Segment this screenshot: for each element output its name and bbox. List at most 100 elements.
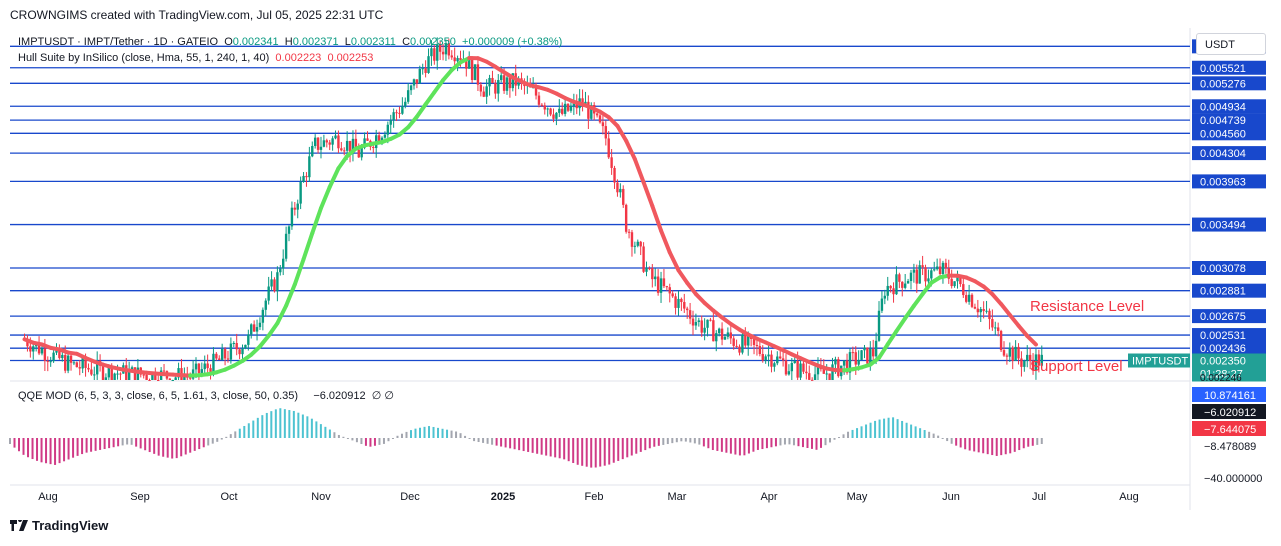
hull-value-1: 0.002223 [275,52,322,64]
qqe-bar [301,414,304,438]
hull-legend: Hull Suite by InSilico (close, Hma, 55, … [18,52,373,64]
candle-body [976,308,980,313]
candle-body [604,126,608,139]
price-level-label: 0.003078 [1200,263,1246,275]
candle-body [282,258,285,269]
hull-segment [1007,312,1021,328]
qqe-bar [653,438,656,447]
candle-body [927,278,930,282]
candle-body [348,140,352,154]
candle-body [810,379,814,381]
qqe-bar [896,419,899,438]
candle-body [712,320,715,342]
candle-body [903,283,907,288]
qqe-bar [572,438,575,463]
hull-segment [301,231,315,262]
candle-body [316,137,320,150]
qqe-bar [820,438,823,448]
qqe-bar [279,408,282,438]
candle-body [543,105,546,110]
price-level-tag [1192,174,1266,189]
qqe-bar [455,431,458,438]
candle-body [87,367,90,370]
candle-body [1023,360,1026,367]
qqe-bar [684,438,687,442]
hull-segment [310,206,323,236]
candle-body [305,175,308,178]
candle-body [1011,347,1014,361]
price-level-tag [1192,309,1266,324]
candle-body [1005,355,1009,357]
candle-body [168,378,172,380]
candle-body [613,167,616,183]
qqe-bar [671,438,674,444]
candle-body [255,327,259,332]
candle-body [223,348,227,359]
candle-body [244,344,247,349]
candle-body [258,322,262,328]
candle-body [264,300,267,310]
candle-body [892,288,895,295]
candle-body [776,356,779,364]
candle-body [781,358,785,361]
low-value: 0.002311 [350,36,396,48]
candle-body [619,188,622,193]
qqe-bar [90,438,93,452]
qqe-bar [630,438,633,456]
qqe-bar [716,438,719,451]
candle-body [93,374,96,376]
qqe-bar [220,438,223,440]
qqe-bar [112,438,115,448]
qqe-bar [500,438,503,447]
candle-body [778,356,782,359]
tradingview-logo[interactable]: TradingView [10,518,108,533]
qqe-bar [216,438,219,442]
candle-body [834,359,837,365]
qqe-bar [1022,438,1025,449]
qqe-axis-label: −6.020912 [1204,407,1256,419]
qqe-bar [288,410,291,438]
candle-body [683,302,686,309]
qqe-bar [725,438,728,453]
qqe-bar [337,434,340,438]
candle-body [549,108,552,115]
candle-body [81,358,84,369]
tradingview-wordmark: TradingView [32,518,109,533]
symbol-line: IMPTUSDT · IMPT/Tether · 1D · GATEIO [18,36,219,48]
qqe-bar [901,420,904,438]
qqe-bar [779,438,782,446]
candle-body [735,345,738,347]
candle-body [247,334,250,345]
candle-body [938,266,942,275]
qqe-bar [540,438,543,455]
qqe-bar [45,438,48,464]
qqe-bar [531,438,534,453]
candle-body [311,146,314,157]
qqe-bar [977,438,980,453]
qqe-bar [432,426,435,438]
qqe-bar [9,438,11,444]
candle-body [569,105,573,111]
candle-body [624,204,628,232]
time-axis-label: Oct [220,491,237,503]
candle-body [558,108,561,113]
qqe-bar [333,432,336,438]
candle-body [337,135,340,149]
hull-segment [423,90,437,107]
qqe-bar [387,438,390,442]
candle-body [171,380,174,381]
qqe-bar [788,438,791,445]
qqe-bar [364,438,367,446]
currency-selector[interactable]: USDT [1196,33,1266,55]
price-level-label: 0.002531 [1200,330,1246,342]
hull-segment [327,166,341,190]
candle-body [703,327,706,333]
candle-body [142,374,145,376]
qqe-bar [211,438,214,444]
qqe-bar [18,438,21,452]
qqe-bar [738,438,741,456]
hull-segment [406,114,419,130]
hull-segment [624,138,637,162]
candle-body [784,360,788,375]
